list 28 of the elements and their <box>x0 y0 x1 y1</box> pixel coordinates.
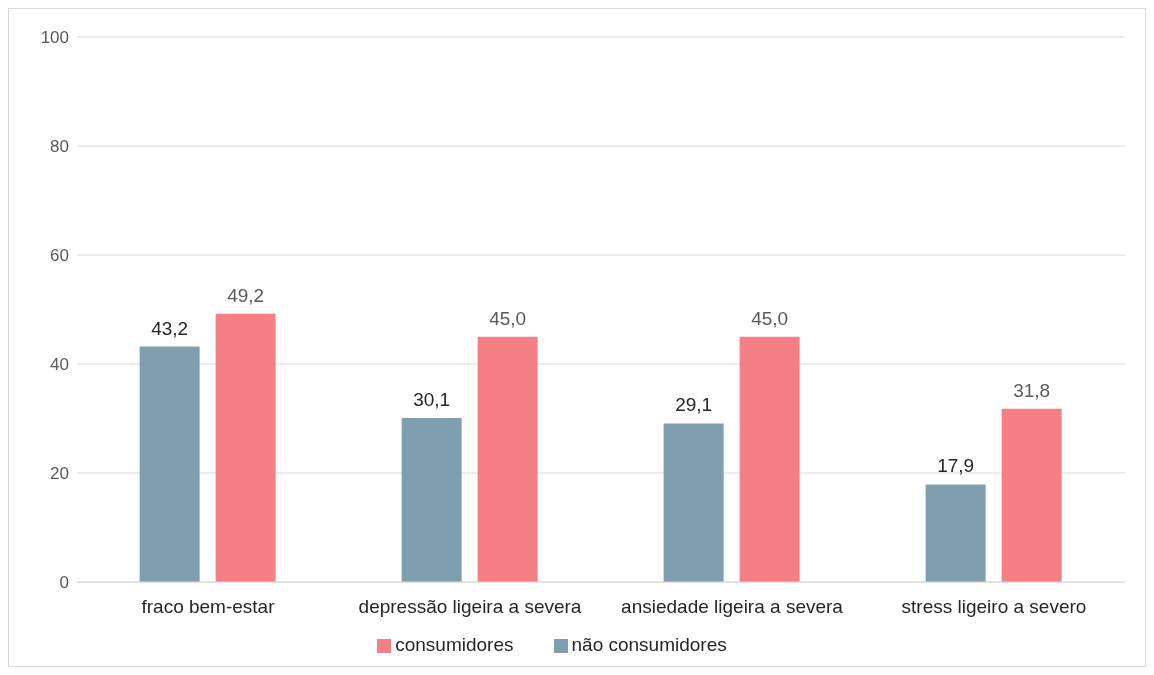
x-tick-label: ansiedade ligeira a severa <box>621 596 844 618</box>
bar <box>477 336 538 582</box>
y-tick-label: 80 <box>50 137 69 157</box>
y-tick-label: 40 <box>50 355 69 375</box>
data-label: 45,0 <box>751 307 789 329</box>
y-tick-label: 100 <box>40 28 69 48</box>
y-tick-label: 60 <box>50 246 69 266</box>
bar <box>739 336 800 582</box>
x-tick-label: stress ligeiro a severo <box>901 596 1087 618</box>
bar <box>215 313 276 582</box>
legend-label: consumidores <box>395 634 514 655</box>
bar <box>139 346 200 582</box>
data-label: 17,9 <box>937 455 975 477</box>
bar <box>1001 408 1062 582</box>
legend-label: não consumidores <box>571 634 727 655</box>
data-label: 45,0 <box>489 307 527 329</box>
data-label: 49,2 <box>227 284 265 306</box>
x-tick-label: fraco bem-estar <box>141 596 276 618</box>
data-label: 31,8 <box>1013 379 1051 401</box>
bar <box>401 417 462 582</box>
data-label: 29,1 <box>675 394 713 416</box>
y-tick-label: 20 <box>50 464 69 484</box>
bar <box>925 484 986 582</box>
data-label: 30,1 <box>413 388 451 410</box>
x-tick-label: depressão ligeira a severa <box>358 596 582 618</box>
y-tick-label: 0 <box>59 573 69 593</box>
bar <box>663 423 724 582</box>
data-label: 43,2 <box>151 317 189 339</box>
